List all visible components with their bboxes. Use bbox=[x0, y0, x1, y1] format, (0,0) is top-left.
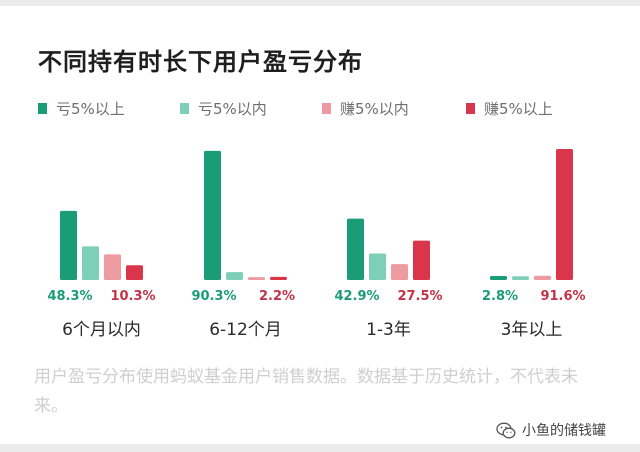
legend-item-1: 亏5%以上 bbox=[38, 98, 125, 119]
legend-swatch bbox=[466, 103, 475, 114]
data-label-left: 90.3% bbox=[191, 289, 236, 304]
category-label: 6-12个月 bbox=[209, 320, 282, 340]
data-label-left: 42.9% bbox=[334, 289, 379, 304]
data-label-left: 2.8% bbox=[482, 289, 518, 304]
bar-group-1 bbox=[60, 210, 143, 280]
chart-title: 不同持有时长下用户盈亏分布 bbox=[38, 48, 363, 76]
bar bbox=[226, 272, 243, 280]
bar bbox=[60, 210, 77, 280]
watermark-text: 小鱼的储钱罐 bbox=[522, 423, 606, 439]
legend-label: 赚5%以上 bbox=[484, 100, 553, 118]
legend-item-4: 赚5%以上 bbox=[466, 98, 553, 119]
bar bbox=[556, 149, 573, 280]
bar bbox=[204, 150, 221, 280]
legend-swatch bbox=[180, 103, 189, 114]
data-label-right: 27.5% bbox=[397, 289, 442, 304]
bar bbox=[413, 240, 430, 280]
bar bbox=[82, 246, 99, 280]
legend-swatch bbox=[322, 103, 331, 114]
wechat-icon bbox=[496, 422, 516, 438]
bar-group-4 bbox=[490, 149, 573, 280]
legend-label: 亏5%以上 bbox=[56, 100, 125, 118]
data-label-right: 91.6% bbox=[540, 289, 585, 304]
chart-legend: 亏5%以上 亏5%以内 赚5%以内 赚5%以上 bbox=[38, 98, 618, 120]
bar-group-2 bbox=[204, 150, 287, 280]
legend-label: 亏5%以内 bbox=[198, 100, 267, 118]
category-label: 6个月以内 bbox=[62, 320, 141, 340]
data-label-left: 48.3% bbox=[47, 289, 92, 304]
legend-item-2: 亏5%以内 bbox=[180, 98, 267, 119]
category-label: 3年以上 bbox=[501, 320, 563, 340]
watermark: 小鱼的储钱罐 bbox=[496, 420, 606, 440]
bar bbox=[490, 275, 507, 280]
footnote: 用户盈亏分布使用蚂蚁基金用户销售数据。数据基于历史统计，不代表未来。 bbox=[34, 367, 578, 416]
bar bbox=[369, 253, 386, 280]
bar-group-3 bbox=[347, 218, 430, 280]
bar bbox=[512, 276, 529, 280]
legend-swatch bbox=[38, 103, 47, 114]
bar-chart: 48.3% 10.3% 6个月以内 90.3% 2.2% 6-12个月 42.9% 27.5%… bbox=[47, 149, 586, 340]
category-label: 1-3年 bbox=[366, 320, 411, 340]
legend-item-3: 赚5%以内 bbox=[322, 98, 409, 119]
bar bbox=[347, 218, 364, 280]
bar bbox=[248, 277, 265, 280]
bar bbox=[534, 275, 551, 280]
legend-label: 赚5%以内 bbox=[340, 100, 409, 118]
data-label-right: 2.2% bbox=[259, 289, 295, 304]
bar bbox=[104, 254, 121, 280]
bar bbox=[126, 265, 143, 280]
bar bbox=[391, 264, 408, 280]
data-label-right: 10.3% bbox=[110, 289, 155, 304]
bar bbox=[270, 276, 287, 280]
chart-card: 不同持有时长下用户盈亏分布 亏5%以上 亏5%以内 赚5%以内 赚5%以上 48.3%… bbox=[0, 6, 640, 444]
